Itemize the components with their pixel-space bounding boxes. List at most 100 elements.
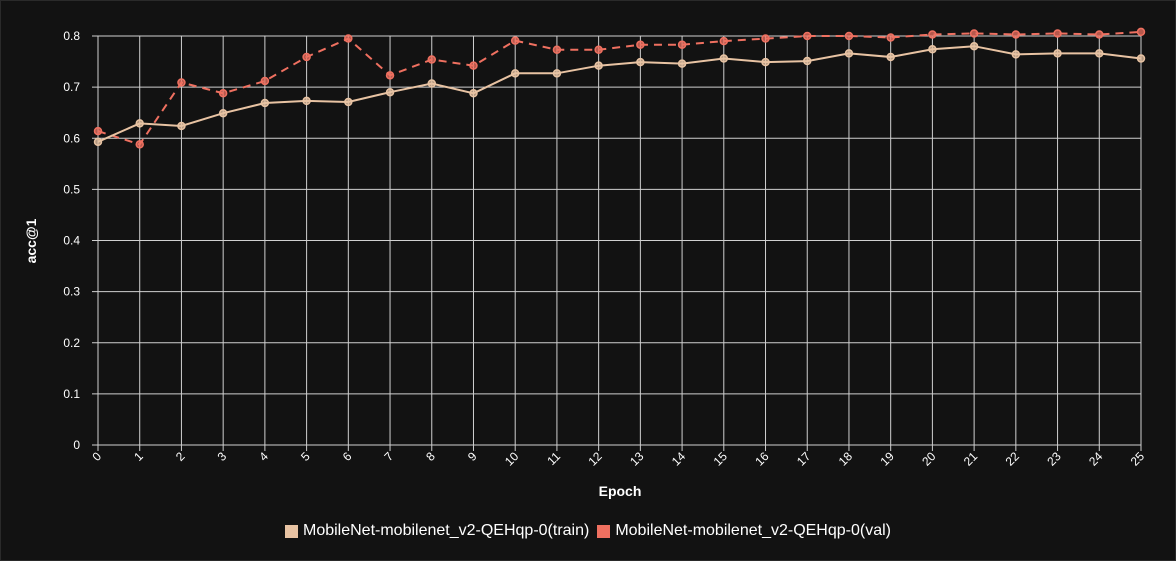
data-point-val[interactable] (761, 34, 770, 43)
data-point-train[interactable] (469, 89, 478, 98)
data-point-train[interactable] (719, 54, 729, 63)
series-line-train (97, 45, 1142, 143)
data-point-val[interactable] (1011, 30, 1021, 39)
data-point-val[interactable] (594, 45, 603, 55)
data-point-val[interactable] (886, 33, 895, 42)
x-tick-label: 1 (131, 449, 146, 464)
data-point-train[interactable] (886, 52, 895, 62)
y-tick-label: 0.4 (63, 234, 80, 248)
x-tick-label: 5 (298, 449, 313, 464)
data-point-train[interactable] (344, 97, 353, 107)
data-point-val[interactable] (1136, 27, 1146, 37)
x-tick-label: 15 (711, 449, 731, 469)
x-tick-label: 25 (1128, 449, 1148, 469)
data-point-train[interactable] (969, 41, 979, 51)
data-point-val[interactable] (552, 45, 562, 55)
x-tick-label: 6 (340, 449, 355, 464)
data-point-train[interactable] (1053, 49, 1062, 58)
x-tick-label: 11 (544, 449, 563, 468)
x-tick-label: 19 (877, 449, 897, 469)
legend-swatch-val (597, 524, 611, 538)
data-point-val[interactable] (344, 34, 353, 43)
data-point-val[interactable] (636, 40, 645, 49)
grid-layer (97, 35, 1142, 446)
x-tick-label: 22 (1003, 449, 1023, 469)
series-line-val (97, 30, 1142, 146)
x-tick-label: 24 (1086, 449, 1106, 469)
data-point-train[interactable] (802, 56, 812, 66)
data-point-train[interactable] (928, 45, 937, 54)
data-point-val[interactable] (302, 52, 311, 62)
data-point-train[interactable] (677, 59, 687, 68)
y-axis-title: acc@1 (23, 218, 39, 263)
data-point-train[interactable] (844, 49, 854, 58)
x-tick-label: 4 (256, 449, 271, 464)
data-point-train[interactable] (636, 57, 645, 67)
y-tick-label: 0 (73, 438, 80, 452)
y-tick-label: 0.1 (63, 387, 80, 401)
x-tick-label: 8 (423, 449, 438, 464)
legend-label-val: MobileNet-mobilenet_v2-QEHqp-0(val) (615, 522, 891, 539)
y-tick-label: 0.7 (63, 80, 80, 94)
data-point-train[interactable] (135, 119, 144, 128)
data-point-train[interactable] (427, 79, 437, 88)
chart-legend: MobileNet-mobilenet_v2-QEHqp-0(train) Mo… (0, 522, 1176, 540)
data-point-val[interactable] (385, 71, 395, 80)
data-point-train[interactable] (594, 61, 603, 70)
data-point-val[interactable] (427, 55, 437, 64)
data-point-val[interactable] (135, 140, 144, 149)
y-tick-label: 0.2 (63, 336, 80, 350)
data-point-train[interactable] (260, 98, 270, 108)
x-tick-label: 21 (961, 449, 981, 469)
data-point-val[interactable] (677, 40, 687, 49)
legend-item-train[interactable]: MobileNet-mobilenet_v2-QEHqp-0(train) (284, 522, 590, 540)
data-point-val[interactable] (177, 78, 186, 87)
legend-item-val[interactable]: MobileNet-mobilenet_v2-QEHqp-0(val) (597, 522, 891, 540)
data-point-val[interactable] (719, 36, 729, 46)
x-tick-label: 17 (794, 449, 814, 469)
data-point-train[interactable] (302, 96, 311, 106)
y-tick-label: 0.5 (63, 182, 80, 196)
data-point-val[interactable] (969, 29, 979, 38)
x-axis-title: Epoch (599, 483, 642, 499)
data-point-val[interactable] (802, 31, 812, 41)
legend-swatch-train (284, 524, 298, 538)
legend-label-train: MobileNet-mobilenet_v2-QEHqp-0(train) (302, 522, 590, 539)
data-point-train[interactable] (510, 69, 520, 78)
x-tick-label: 10 (502, 449, 522, 469)
x-tick-label: 14 (669, 449, 689, 469)
data-point-val[interactable] (510, 36, 520, 45)
data-point-val[interactable] (1053, 29, 1062, 38)
data-point-train[interactable] (761, 57, 770, 67)
data-point-train[interactable] (93, 137, 103, 147)
x-tick-label: 7 (382, 449, 397, 464)
x-tick-label: 13 (627, 449, 647, 469)
data-point-train[interactable] (552, 69, 562, 78)
data-point-val[interactable] (93, 126, 103, 136)
data-point-val[interactable] (844, 31, 854, 41)
x-tick-label: 3 (215, 449, 230, 464)
x-tick-label: 18 (836, 449, 856, 469)
data-point-train[interactable] (218, 108, 228, 118)
x-tick-label: 9 (465, 449, 480, 464)
x-tick-label: 2 (173, 449, 188, 464)
data-point-train[interactable] (1136, 54, 1146, 63)
x-tick-label: 23 (1044, 449, 1064, 469)
y-tick-label: 0.6 (63, 131, 80, 145)
y-tick-label: 0.8 (63, 29, 80, 43)
x-tick-label: 0 (89, 449, 104, 464)
data-point-train[interactable] (385, 87, 395, 97)
data-point-train[interactable] (1011, 50, 1021, 59)
x-tick-label: 20 (919, 449, 939, 469)
data-point-val[interactable] (928, 30, 937, 39)
data-point-train[interactable] (177, 121, 186, 131)
data-point-train[interactable] (1095, 49, 1104, 58)
data-point-val[interactable] (260, 76, 270, 86)
data-point-val[interactable] (1095, 30, 1104, 39)
y-tick-label: 0.3 (63, 285, 80, 299)
x-tick-label: 16 (752, 449, 772, 469)
series-layer (93, 27, 1146, 149)
data-point-val[interactable] (218, 89, 228, 98)
data-point-val[interactable] (469, 61, 478, 70)
